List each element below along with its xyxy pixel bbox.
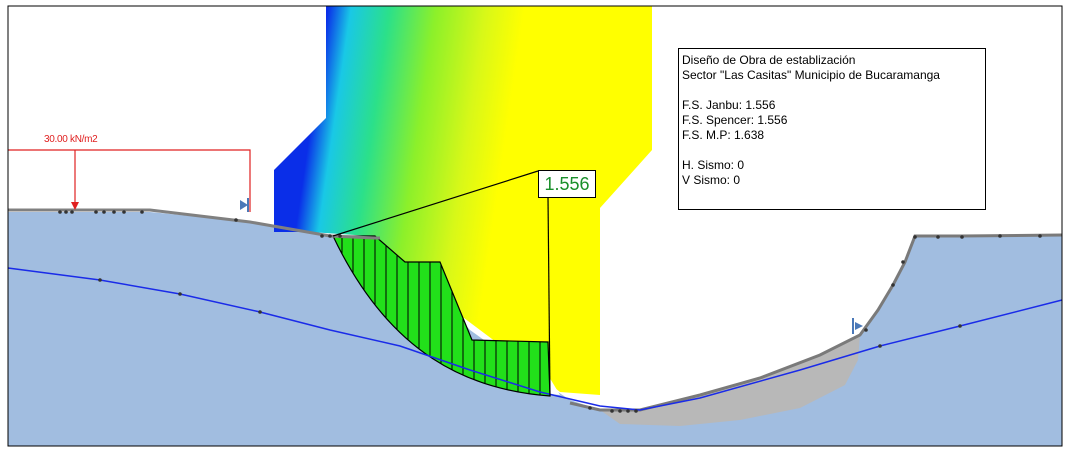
distributed-load: [8, 149, 251, 212]
ground-surface: [8, 208, 380, 240]
results-info-box: Diseño de Obra de establización Sector "…: [678, 48, 986, 210]
slope-limit-marker-right: [852, 318, 863, 334]
slip-mass: [332, 235, 551, 397]
fs-janbu: F.S. Janbu: 1.556: [682, 98, 776, 112]
info-title-line2: Sector "Las Casitas" Municipio de Bucara…: [682, 68, 940, 82]
fs-spencer: F.S. Spencer: 1.556: [682, 113, 788, 127]
load-value-label: 30.00 kN/m2: [44, 134, 98, 145]
fill-layer: [600, 335, 860, 426]
v-sismo: V Sismo: 0: [682, 173, 741, 187]
fs-mp: F.S. M.P: 1.638: [682, 128, 765, 142]
h-sismo: H. Sismo: 0: [682, 158, 745, 172]
critical-fs-label: 1.556: [538, 170, 596, 198]
contour-field: [274, 6, 652, 395]
slope-limit-marker-left: [240, 198, 249, 212]
canvas-frame: [7, 5, 1063, 447]
vertex-markers: [58, 210, 1042, 413]
water-table-line: [7, 267, 1063, 411]
fs-leader-lines: [332, 170, 551, 397]
info-title-line1: Diseño de Obra de establización: [682, 53, 856, 67]
